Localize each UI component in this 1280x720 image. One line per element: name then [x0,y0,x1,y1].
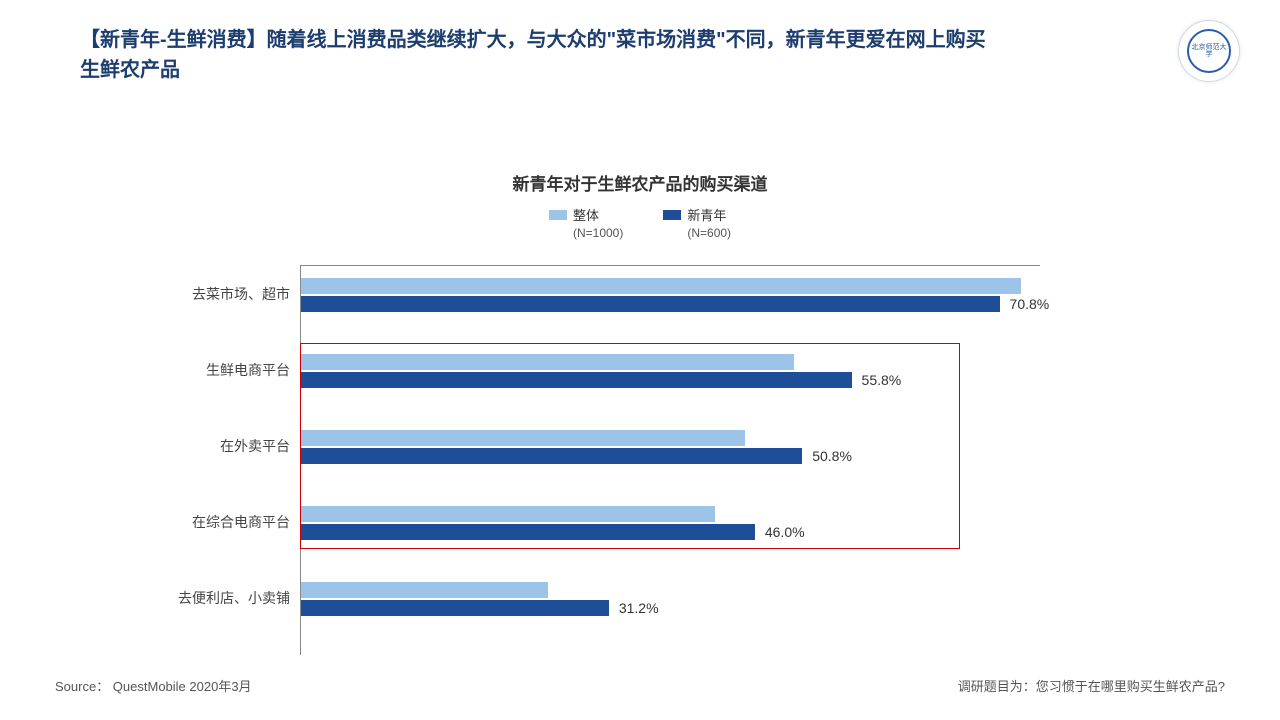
category-label: 在外卖平台 [100,436,290,456]
university-logo: 北京师范大学 [1178,20,1240,82]
bar-youth [301,524,755,540]
bar-overall [301,582,548,598]
category-label: 生鲜电商平台 [100,360,290,380]
slide-title: 【新青年-生鲜消费】随着线上消费品类继续扩大，与大众的"菜市场消费"不同，新青年… [80,25,1000,85]
source-text: Source： QuestMobile 2020年3月 [55,676,252,695]
value-label: 46.0% [765,524,805,540]
value-label: 50.8% [812,448,852,464]
bar-overall [301,354,794,370]
value-label: 31.2% [619,600,659,616]
survey-question: 调研题目为：您习惯于在哪里购买生鲜农产品? [958,676,1225,695]
bar-overall [301,430,745,446]
legend-item: 新青年(N=600) [663,205,731,240]
category-label: 去便利店、小卖铺 [100,588,290,608]
bar-overall [301,506,715,522]
bar-youth [301,296,1000,312]
value-label: 70.8% [1010,296,1050,312]
logo-text: 北京师范大学 [1187,29,1231,73]
chart-legend: 整体(N=1000) 新青年(N=600) [0,205,1280,240]
bar-overall [301,278,1021,294]
bar-youth [301,448,802,464]
chart-title: 新青年对于生鲜农产品的购买渠道 [0,170,1280,195]
bar-chart: 70.8% 55.8% 50.8% 46.0% 31.2% 去菜市场、超市生鲜电商平台在… [100,265,1180,665]
plot-area: 70.8%55.8%50.8%46.0%31.2% [300,265,1040,655]
value-label: 55.8% [862,372,902,388]
category-label: 在综合电商平台 [100,512,290,532]
bar-youth [301,372,852,388]
legend-item: 整体(N=1000) [549,205,623,240]
bar-youth [301,600,609,616]
category-label: 去菜市场、超市 [100,284,290,304]
